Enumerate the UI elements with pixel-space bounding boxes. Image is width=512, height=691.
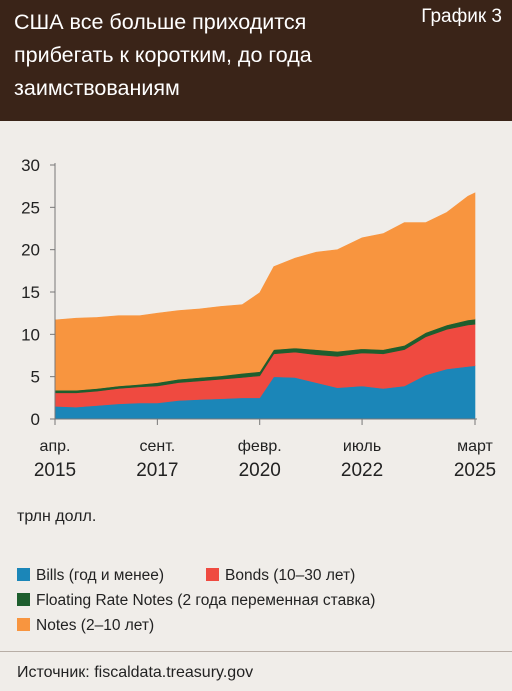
legend-label-frn: Floating Rate Notes (2 года переменная с… (36, 592, 376, 609)
legend-swatch-bills (17, 568, 30, 581)
stacked-area-chart: 051015202530апр.2015сент.2017февр.2020ию… (21, 156, 496, 481)
x-tick-month: сент. (139, 438, 175, 455)
x-tick-month: июль (343, 438, 381, 455)
legend-label-bills: Bills (год и менее) (36, 567, 165, 584)
x-tick-month: апр. (40, 438, 71, 455)
y-tick-label: 20 (21, 241, 40, 260)
legend-swatch-bonds (206, 568, 219, 581)
legend-item-bills: Bills (год и менее) (17, 567, 164, 585)
chart-number-tag: График 3 (421, 6, 502, 27)
chart-header: США все больше приходится прибегать к ко… (0, 0, 512, 121)
y-tick-label: 10 (21, 325, 40, 344)
area-layers (54, 192, 476, 420)
y-tick-label: 25 (21, 198, 40, 217)
legend-item-notes: Notes (2–10 лет) (17, 617, 154, 635)
x-tick-year: 2017 (136, 460, 178, 481)
x-tick-year: 2025 (454, 460, 496, 481)
legend-swatch-frn (17, 593, 30, 606)
chart-title: США все больше приходится прибегать к ко… (14, 10, 312, 100)
x-tick-year: 2020 (239, 460, 281, 481)
y-tick-label: 5 (31, 368, 40, 387)
y-tick-label: 0 (31, 410, 40, 429)
x-tick-month: март (457, 438, 493, 455)
area-notes (54, 192, 476, 391)
y-tick-label: 30 (21, 156, 40, 175)
x-tick-month: февр. (238, 438, 282, 455)
legend-swatch-notes (17, 618, 30, 631)
x-tick-year: 2015 (34, 460, 76, 481)
legend-item-bonds: Bonds (10–30 лет) (206, 567, 355, 585)
axes: 051015202530апр.2015сент.2017февр.2020ию… (21, 156, 496, 481)
x-tick-year: 2022 (341, 460, 383, 481)
legend-label-bonds: Bonds (10–30 лет) (225, 567, 356, 584)
y-tick-label: 15 (21, 283, 40, 302)
footer-divider (0, 651, 512, 652)
legend-label-notes: Notes (2–10 лет) (36, 617, 155, 634)
source-note: Источник: fiscaldata.treasury.gov (17, 664, 254, 681)
units-label: трлн долл. (17, 508, 97, 525)
legend-item-frn: Floating Rate Notes (2 года переменная с… (17, 592, 375, 610)
